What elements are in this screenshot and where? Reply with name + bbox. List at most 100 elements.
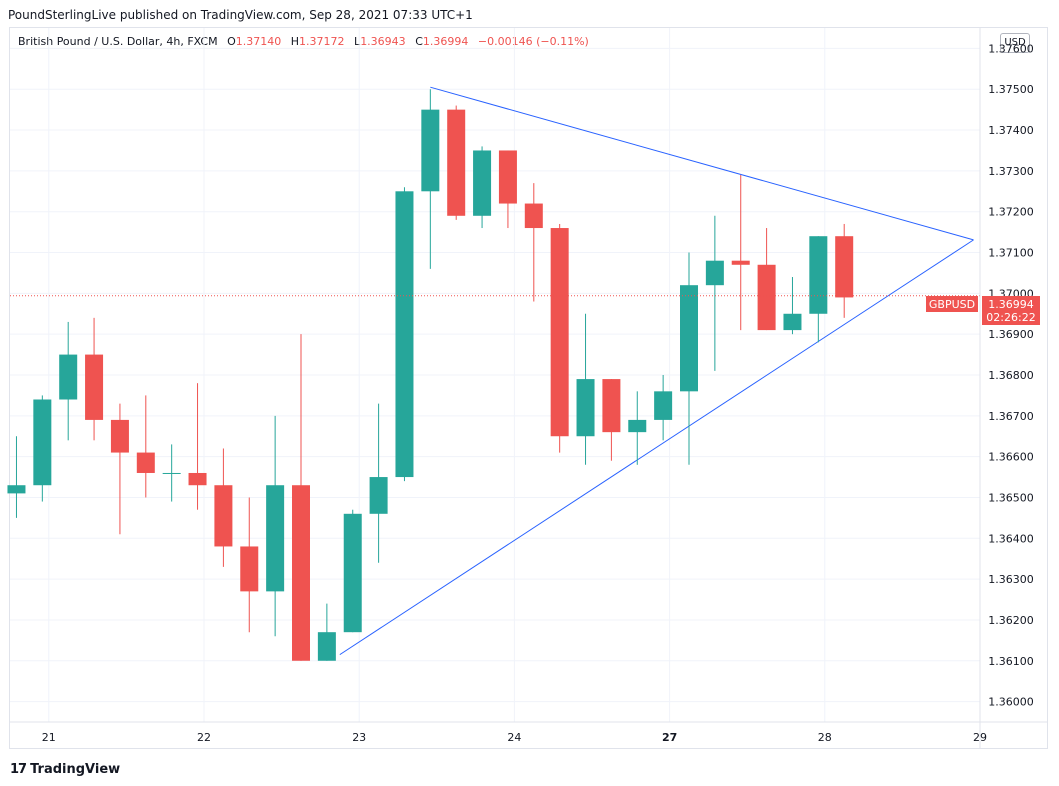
candle-body	[602, 379, 621, 433]
candle	[110, 403, 129, 535]
grid	[10, 28, 981, 722]
high-key: H	[290, 35, 300, 48]
candles	[7, 89, 854, 661]
candle-body	[162, 472, 181, 474]
trendlines	[339, 86, 974, 656]
candle	[498, 150, 517, 229]
candle	[317, 603, 336, 661]
candle-body	[343, 513, 362, 633]
candle	[473, 146, 492, 229]
price-tag-price: 1.36994	[988, 298, 1034, 311]
time-tick-label: 21	[42, 731, 56, 744]
candle	[731, 174, 750, 331]
time-tick-label: 24	[507, 731, 521, 744]
candle-body	[395, 191, 414, 478]
candle-body	[524, 203, 543, 229]
close-value: 1.36994	[422, 35, 469, 48]
candle-body	[576, 379, 595, 437]
candle	[809, 236, 828, 343]
candle	[421, 89, 440, 269]
candle	[240, 497, 259, 633]
currency-button[interactable]: USD	[1000, 33, 1030, 53]
candle-body	[369, 477, 388, 514]
tradingview-brand: TradingView	[30, 762, 121, 777]
candle-body	[7, 485, 26, 494]
candle	[576, 313, 595, 465]
candle-body	[33, 399, 52, 486]
symbol-tag-label: GBPUSD	[929, 298, 975, 311]
trendline	[430, 86, 974, 241]
price-tick-label: 1.36800	[988, 369, 1034, 382]
price-tick-label: 1.36400	[988, 532, 1034, 545]
price-tick-label: 1.37400	[988, 124, 1034, 137]
time-tick-label: 23	[352, 731, 366, 744]
tradingview-mark-icon: 17	[10, 762, 27, 777]
candle	[835, 223, 854, 318]
price-tick-label: 1.36600	[988, 451, 1034, 464]
candle-body	[783, 313, 802, 331]
candle-body	[317, 632, 336, 661]
candle	[214, 448, 233, 567]
price-tag: GBPUSD 1.36994 02:26:22	[926, 296, 1040, 325]
price-tick-label: 1.37100	[988, 247, 1034, 260]
candle	[59, 321, 78, 441]
price-tick-label: 1.36200	[988, 614, 1034, 627]
candle	[602, 379, 621, 461]
symbol-legend: British Pound / U.S. Dollar, 4h, FXCM O1…	[18, 35, 589, 48]
low-key: L	[354, 35, 361, 48]
time-tick-label: 29	[973, 731, 987, 744]
candle	[136, 395, 155, 498]
candle	[395, 187, 414, 482]
candle-body	[85, 354, 104, 420]
candle	[524, 183, 543, 302]
high-value: 1.37172	[299, 35, 345, 48]
price-tick-label: 1.36900	[988, 328, 1034, 341]
candle	[654, 375, 673, 441]
price-tick-label: 1.37200	[988, 206, 1034, 219]
symbol-name[interactable]: British Pound / U.S. Dollar, 4h, FXCM	[18, 35, 218, 48]
candle	[266, 415, 285, 637]
candle	[680, 252, 698, 465]
close-key: C	[415, 35, 423, 48]
candle	[343, 509, 362, 633]
candle-body	[59, 354, 78, 400]
open-value: 1.37140	[235, 35, 282, 48]
price-tick-label: 1.37600	[988, 42, 1034, 55]
candle	[550, 223, 569, 453]
tradingview-logo[interactable]: 17 TradingView	[10, 762, 120, 777]
price-tick-label: 1.36300	[988, 573, 1034, 586]
price-tick-label: 1.37500	[988, 83, 1034, 96]
candle	[162, 444, 181, 502]
candle-body	[731, 260, 750, 265]
candle	[7, 436, 26, 518]
candle	[369, 403, 388, 563]
candle-body	[240, 546, 259, 592]
trendline	[339, 239, 974, 656]
candle-body	[188, 472, 207, 486]
candle-body	[757, 264, 776, 331]
price-tick-label: 1.36500	[988, 491, 1034, 504]
candle-body	[680, 285, 698, 392]
candle-body	[654, 391, 673, 420]
candle-body	[550, 228, 569, 437]
candle	[447, 105, 466, 220]
candle-body	[498, 150, 517, 204]
open-key: O	[227, 35, 236, 48]
candle-body	[266, 485, 285, 592]
price-axis: 1.37600 1.37500 1.37400 1.37300 1.37200 1.371…	[979, 28, 1034, 749]
candle-body	[473, 150, 492, 216]
time-axis: 21 22 23 24 27 28 29	[10, 721, 1048, 744]
candle	[188, 383, 207, 510]
candle	[783, 277, 802, 335]
price-tick-label: 1.36100	[988, 655, 1034, 668]
symbol-tag-box	[926, 296, 978, 312]
candle-body	[214, 485, 233, 547]
candle	[757, 228, 776, 331]
candle-body	[835, 236, 854, 298]
candle-body	[628, 419, 647, 433]
chart-frame	[9, 27, 1048, 749]
time-tick-label: 28	[818, 731, 832, 744]
price-tick-label: 1.37300	[988, 165, 1034, 178]
time-tick-label: 22	[197, 731, 211, 744]
